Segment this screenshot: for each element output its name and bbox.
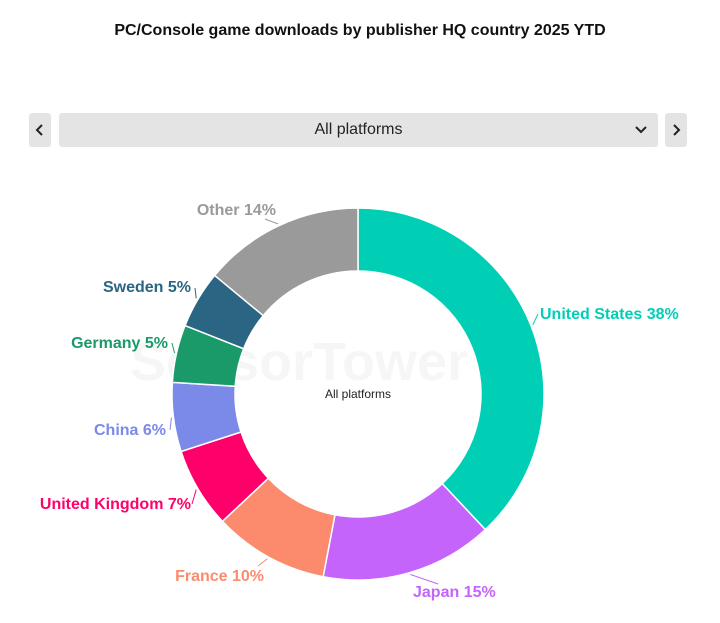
chart-title: PC/Console game downloads by publisher H… [114,22,606,39]
slice-labels: United States 38% Japan 15% France 10% Unit… [40,202,679,601]
center-label: All platforms [325,387,391,401]
chevron-right-icon [673,124,681,136]
donut-slices [171,207,545,581]
leader-line-germany [171,342,176,354]
slice-label-japan: Japan 15% [413,584,496,601]
slice-label-other: Other 14% [197,202,276,219]
platform-select-value: All platforms [314,121,403,138]
slice-united-states[interactable] [357,207,545,531]
slice-label-china: China 6% [94,422,166,439]
leader-line-sweden [194,287,197,299]
slice-label-sweden: Sweden 5% [103,279,191,296]
slice-label-united-kingdom: United Kingdom 7% [40,496,191,513]
leader-line-united-kingdom [191,489,197,505]
slice-other[interactable] [213,207,359,317]
leader-line-other [264,218,279,225]
leader-line-japan [410,574,439,585]
chevron-left-icon [35,124,43,136]
chevron-down-icon [635,126,647,134]
next-button[interactable] [665,113,687,147]
leader-line-france [257,558,268,567]
leader-line-united-states [532,313,539,326]
leader-line-china [169,417,172,431]
leader-lines [169,218,539,585]
platform-select[interactable]: All platforms [59,113,658,147]
slice-label-germany: Germany 5% [71,335,168,352]
previous-button[interactable] [29,113,51,147]
slice-label-france: France 10% [175,568,264,585]
slice-label-united-states: United States 38% [540,306,679,323]
